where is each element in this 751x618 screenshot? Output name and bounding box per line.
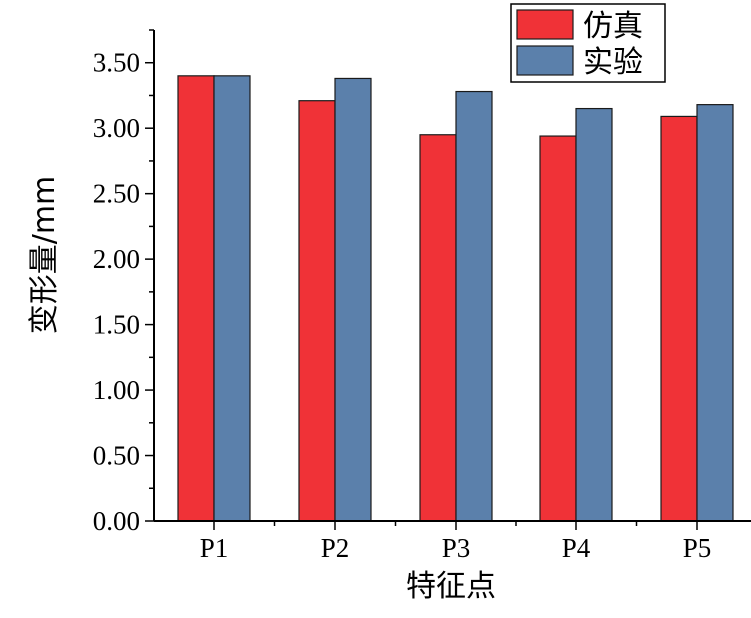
y-tick-label: 2.00 bbox=[93, 244, 140, 274]
bar-p5-series-1 bbox=[660, 115, 698, 522]
bar-p3-series-1 bbox=[419, 134, 457, 522]
bar-p1-series-1 bbox=[177, 75, 215, 522]
y-tick-label: 3.00 bbox=[93, 113, 140, 143]
bar-p1-series-2 bbox=[213, 75, 251, 522]
bar-p5-series-2 bbox=[696, 104, 734, 522]
legend-swatch-series-2 bbox=[516, 45, 574, 76]
x-axis-title: 特征点 bbox=[406, 569, 496, 604]
y-tick-label: 0.50 bbox=[93, 441, 140, 471]
x-tick-label-p5: P5 bbox=[683, 533, 712, 563]
bars-group bbox=[177, 75, 734, 522]
bar-p2-series-1 bbox=[298, 100, 336, 522]
bar-p3-series-2 bbox=[455, 90, 493, 522]
x-tick-label-p2: P2 bbox=[321, 533, 350, 563]
y-tick-label: 1.50 bbox=[93, 310, 140, 340]
axes-group bbox=[153, 30, 751, 522]
bar-p4-series-2 bbox=[575, 107, 613, 522]
x-tick-label-p3: P3 bbox=[442, 533, 471, 563]
legend-label-series-1: 仿真 bbox=[583, 9, 643, 44]
y-tick-label: 0.00 bbox=[93, 506, 140, 536]
y-axis-ticks: 0.00 0.50 1.00 1.50 2.00 2.50 3.00 3.50 bbox=[93, 29, 154, 536]
legend-label-series-2: 实验 bbox=[583, 45, 643, 80]
legend-swatch-series-1 bbox=[516, 9, 574, 40]
y-tick-label: 1.00 bbox=[93, 375, 140, 405]
x-tick-label-p4: P4 bbox=[562, 533, 591, 563]
x-axis-ticks: P1 P2 P3 P4 P5 bbox=[200, 521, 712, 563]
y-tick-label: 2.50 bbox=[93, 179, 140, 209]
x-tick-label-p1: P1 bbox=[200, 533, 229, 563]
y-axis-title: 变形量/mm bbox=[27, 176, 62, 335]
bar-p4-series-1 bbox=[539, 135, 577, 522]
bar-p2-series-2 bbox=[334, 77, 372, 522]
y-tick-label: 3.50 bbox=[93, 48, 140, 78]
